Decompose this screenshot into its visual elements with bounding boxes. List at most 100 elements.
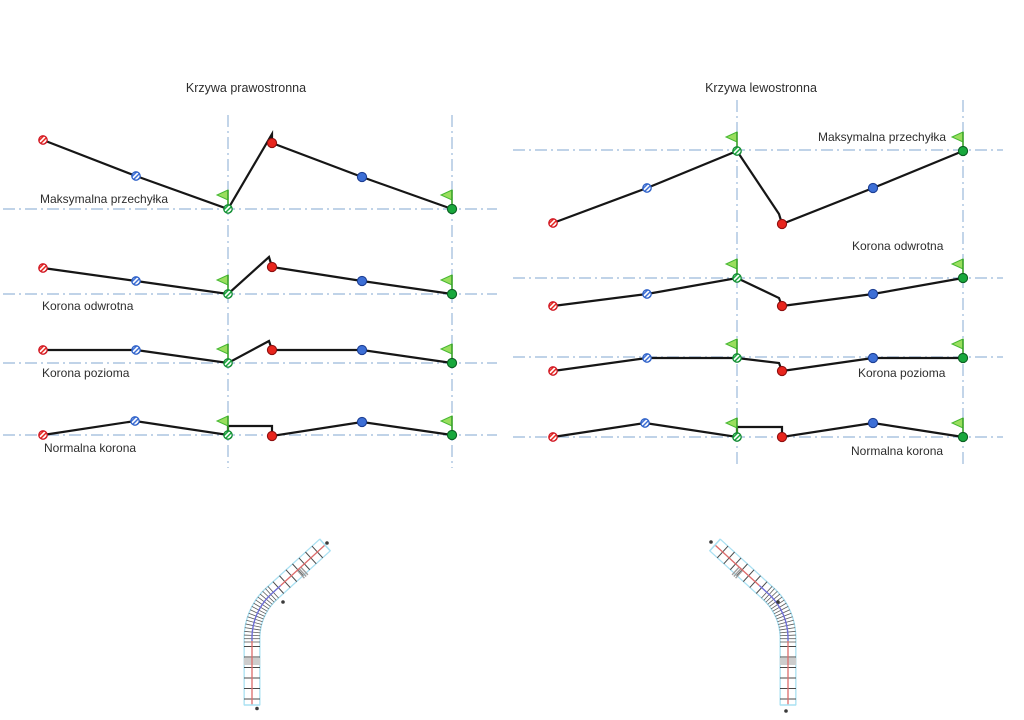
green-flag-icon (440, 415, 453, 433)
red-hatched-marker (548, 218, 558, 228)
red-marker (266, 261, 278, 273)
plan-view-left-curve-station-markers (709, 540, 788, 713)
green-hatched-marker (732, 273, 742, 283)
green-flag-icon (725, 338, 738, 356)
road-end-cap (318, 538, 332, 552)
hatched-band (731, 566, 744, 579)
superelevation-profile-line (42, 255, 453, 296)
left-row-label-korona-odwrotna: Korona odwrotna (42, 299, 134, 313)
blue-marker (356, 344, 368, 356)
blue-hatched-marker (131, 276, 141, 286)
row-korona-pozioma (548, 338, 969, 377)
station-marker (325, 541, 329, 545)
blue-hatched-marker (131, 171, 141, 181)
guide-lines (3, 115, 497, 468)
superelevation-profile-line (552, 149, 964, 226)
red-marker (266, 344, 278, 356)
green-flag-icon (440, 189, 453, 207)
road-end-cap (708, 538, 722, 552)
row-maksymalna-przechylka (38, 129, 458, 215)
blue-hatched-marker (131, 345, 141, 355)
green-marker (957, 145, 969, 157)
red-hatched-marker (548, 301, 558, 311)
green-flag-icon (951, 338, 964, 356)
green-hatched-marker (223, 358, 233, 368)
station-marker (281, 600, 285, 604)
green-flag-icon (951, 258, 964, 276)
plan-view-left-curve (708, 538, 797, 706)
row-normalna-korona (548, 417, 969, 443)
road-centerline-transition (758, 584, 789, 641)
blue-marker (867, 288, 879, 300)
right-row-label-normalna-korona: Normalna korona (851, 444, 944, 458)
red-marker (776, 431, 788, 443)
red-hatched-marker (548, 432, 558, 442)
station-marker (784, 709, 788, 713)
red-marker (776, 365, 788, 377)
green-marker (957, 352, 969, 364)
red-marker (266, 137, 278, 149)
red-hatched-marker (38, 430, 48, 440)
left-row-label-maksymalna-przechylka: Maksymalna przechyłka (40, 192, 169, 206)
red-marker (266, 430, 278, 442)
superelevation-profile-line (42, 419, 453, 438)
superelevation-profile-line (552, 276, 964, 308)
right-row-label-korona-pozioma: Korona pozioma (858, 366, 946, 380)
blue-marker (867, 417, 879, 429)
blue-marker (867, 182, 879, 194)
green-marker (446, 288, 458, 300)
row-korona-odwrotna (38, 255, 458, 300)
green-flag-icon (951, 417, 964, 435)
green-flag-icon (725, 417, 738, 435)
green-marker (446, 203, 458, 215)
superelevation-profile-line (43, 339, 453, 365)
green-hatched-marker (732, 146, 742, 156)
green-flag-icon (216, 415, 229, 433)
station-marker (709, 540, 713, 544)
green-flag-icon (216, 274, 229, 292)
row-maksymalna-przechylka (548, 131, 969, 230)
station-marker (776, 600, 780, 604)
green-hatched-marker (223, 289, 233, 299)
green-hatched-marker (732, 432, 742, 442)
green-hatched-marker (223, 430, 233, 440)
red-marker (776, 300, 788, 312)
plan-view-right-curve (243, 538, 332, 711)
row-korona-pozioma (38, 339, 458, 369)
blue-marker (356, 171, 368, 183)
green-hatched-marker (732, 353, 742, 363)
station-marker (255, 706, 259, 711)
green-flag-icon (216, 343, 229, 361)
green-flag-icon (440, 343, 453, 361)
left-row-label-normalna-korona: Normalna korona (44, 441, 137, 455)
green-marker (446, 357, 458, 369)
blue-marker (356, 416, 368, 428)
guide-lines (513, 100, 1003, 468)
red-hatched-marker (38, 135, 48, 145)
right-row-label-korona-odwrotna: Korona odwrotna (852, 239, 944, 253)
road-band-fill (710, 539, 796, 705)
red-hatched-marker (548, 366, 558, 376)
row-normalna-korona (38, 415, 458, 442)
blue-marker (356, 275, 368, 287)
superelevation-profile-line (552, 421, 964, 439)
blue-hatched-marker (642, 289, 652, 299)
left-diagram-title: Krzywa prawostronna (185, 81, 307, 95)
hatched-band (296, 566, 309, 579)
left-diagram (3, 115, 497, 468)
right-row-label-maksymalna-przechylka: Maksymalna przechyłka (818, 130, 947, 144)
blue-hatched-marker (642, 353, 652, 363)
green-flag-icon (440, 274, 453, 292)
green-flag-icon (725, 131, 738, 149)
blue-hatched-marker (130, 416, 140, 426)
right-diagram-title: Krzywa lewostronna (705, 81, 817, 95)
green-hatched-marker (223, 204, 233, 214)
green-marker (957, 431, 969, 443)
red-hatched-marker (38, 263, 48, 273)
blue-hatched-marker (642, 183, 652, 193)
road-centerline (280, 544, 326, 586)
green-marker (446, 429, 458, 441)
green-flag-icon (951, 131, 964, 149)
